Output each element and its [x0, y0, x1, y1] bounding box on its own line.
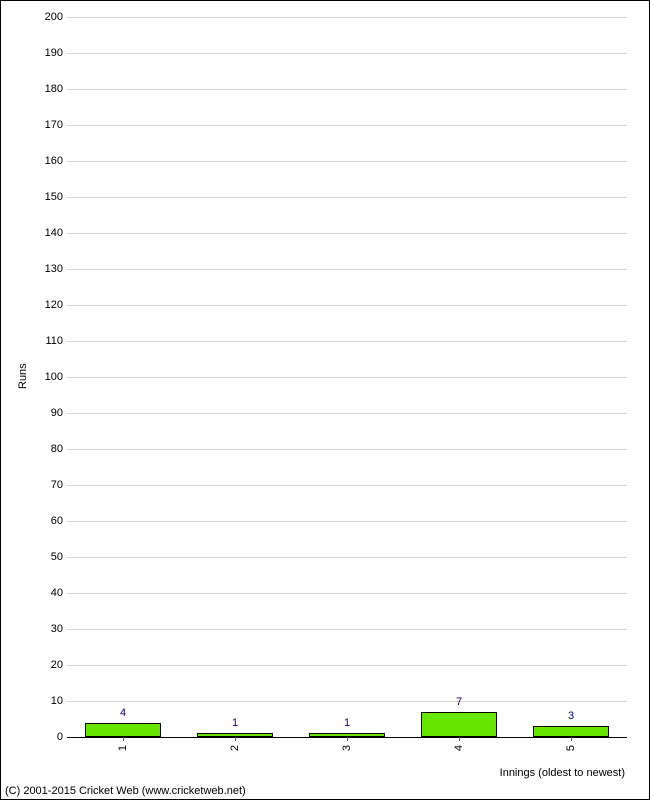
ytick-label: 0 [1, 731, 63, 743]
gridline [67, 449, 627, 450]
bar [533, 726, 609, 737]
gridline [67, 413, 627, 414]
xtick-mark [123, 737, 124, 741]
gridline [67, 629, 627, 630]
ytick-label: 150 [1, 191, 63, 203]
ytick-label: 170 [1, 119, 63, 131]
xtick-label: 5 [565, 745, 577, 751]
bar [85, 723, 161, 737]
ytick-label: 90 [1, 407, 63, 419]
ytick-label: 50 [1, 551, 63, 563]
x-axis-label: Innings (oldest to newest) [500, 767, 625, 779]
gridline [67, 665, 627, 666]
gridline [67, 17, 627, 18]
gridline [67, 89, 627, 90]
ytick-label: 40 [1, 587, 63, 599]
ytick-label: 10 [1, 695, 63, 707]
xtick-mark [459, 737, 460, 741]
ytick-label: 180 [1, 83, 63, 95]
chart-frame: 41173 0102030405060708090100110120130140… [0, 0, 650, 800]
bar-value-label: 7 [456, 696, 462, 708]
bar-value-label: 1 [344, 717, 350, 729]
ytick-label: 190 [1, 47, 63, 59]
xtick-mark [347, 737, 348, 741]
bar-value-label: 4 [120, 707, 126, 719]
gridline [67, 161, 627, 162]
gridline [67, 341, 627, 342]
gridline [67, 593, 627, 594]
gridline [67, 377, 627, 378]
copyright-text: (C) 2001-2015 Cricket Web (www.cricketwe… [5, 785, 246, 797]
ytick-label: 80 [1, 443, 63, 455]
gridline [67, 197, 627, 198]
ytick-label: 160 [1, 155, 63, 167]
xtick-mark [235, 737, 236, 741]
xtick-label: 2 [229, 745, 241, 751]
gridline [67, 701, 627, 702]
xtick-label: 1 [117, 745, 129, 751]
ytick-label: 140 [1, 227, 63, 239]
ytick-label: 70 [1, 479, 63, 491]
ytick-label: 200 [1, 11, 63, 23]
ytick-label: 100 [1, 371, 63, 383]
ytick-label: 120 [1, 299, 63, 311]
gridline [67, 125, 627, 126]
xtick-label: 3 [341, 745, 353, 751]
gridline [67, 485, 627, 486]
y-axis-label: Runs [17, 363, 29, 389]
ytick-label: 20 [1, 659, 63, 671]
xtick-label: 4 [453, 745, 465, 751]
bar-value-label: 3 [568, 710, 574, 722]
gridline [67, 233, 627, 234]
ytick-label: 130 [1, 263, 63, 275]
gridline [67, 557, 627, 558]
gridline [67, 521, 627, 522]
gridline [67, 305, 627, 306]
gridline [67, 53, 627, 54]
ytick-label: 30 [1, 623, 63, 635]
gridline [67, 269, 627, 270]
plot-area: 41173 [67, 17, 627, 737]
bar-value-label: 1 [232, 717, 238, 729]
ytick-label: 60 [1, 515, 63, 527]
ytick-label: 110 [1, 335, 63, 347]
xtick-mark [571, 737, 572, 741]
bar [421, 712, 497, 737]
